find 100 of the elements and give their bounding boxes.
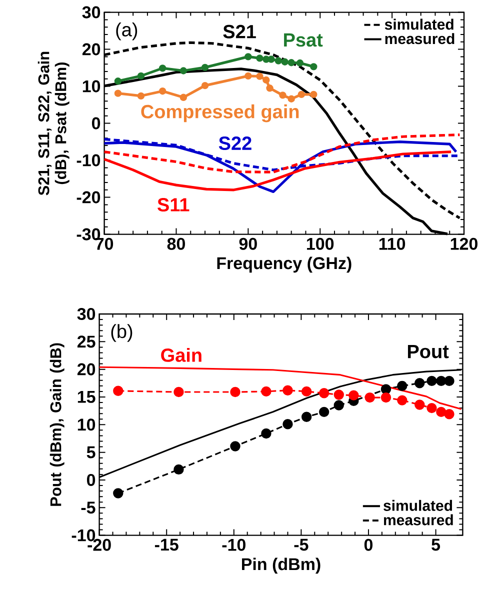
y-tick-label: -5	[81, 502, 96, 514]
x-tick-label: 80	[167, 238, 185, 250]
point	[279, 92, 286, 99]
point	[397, 395, 408, 406]
point	[262, 56, 270, 63]
point	[288, 95, 295, 102]
x-tick-label: 5	[432, 538, 440, 551]
point	[444, 376, 454, 386]
point	[266, 84, 274, 92]
point	[174, 464, 184, 475]
legend-label: measured	[385, 33, 454, 44]
point	[397, 380, 408, 392]
y-tick-label: 30	[82, 6, 100, 18]
point	[244, 53, 252, 60]
x-tick-label: 110	[379, 238, 406, 250]
y-tick-label: -20	[76, 191, 100, 204]
point	[158, 88, 166, 95]
point	[426, 376, 437, 386]
y-tick-label: 20	[77, 363, 96, 376]
point	[296, 59, 304, 67]
annotation: S22	[218, 136, 252, 150]
point	[444, 409, 454, 420]
point	[201, 82, 209, 90]
point	[318, 388, 330, 398]
y-tick-label: 0	[86, 474, 96, 486]
point	[364, 392, 375, 403]
point	[334, 390, 344, 400]
line-series	[103, 150, 452, 192]
y-tick-label: 5	[86, 446, 96, 458]
point	[301, 412, 312, 422]
point	[261, 428, 272, 439]
point	[436, 406, 446, 418]
point	[180, 67, 188, 74]
annotation: Compressed gain	[141, 104, 299, 122]
annotation: S11	[158, 198, 190, 212]
point	[334, 400, 344, 410]
annotation: Gain	[161, 348, 202, 362]
point	[114, 78, 122, 85]
point	[113, 386, 124, 396]
point	[301, 386, 312, 397]
point	[137, 92, 145, 100]
point	[256, 54, 264, 62]
point	[414, 378, 425, 388]
point	[310, 63, 318, 70]
point	[380, 384, 392, 394]
point	[282, 385, 293, 396]
point	[268, 56, 275, 63]
point	[256, 72, 264, 80]
point	[281, 58, 288, 66]
line-series	[98, 366, 462, 410]
y-tick-label: 30	[77, 308, 96, 320]
x-axis-title: Pin (dBm)	[242, 558, 320, 574]
point	[298, 90, 306, 98]
y-axis-title: S21, S11, S22, Gain (dB), Psat (dBm)	[38, 52, 70, 196]
x-tick-label: 90	[239, 238, 257, 250]
point	[414, 400, 425, 410]
point	[174, 386, 184, 398]
point	[113, 488, 124, 498]
y-tick-label: 25	[77, 336, 96, 348]
point	[274, 57, 282, 64]
point	[261, 386, 272, 397]
y-tick-label: -10	[76, 154, 100, 166]
point	[230, 441, 240, 452]
point	[137, 72, 145, 80]
point	[230, 386, 240, 398]
point	[262, 76, 270, 84]
x-tick-label: 100	[307, 238, 334, 250]
point	[244, 72, 252, 80]
point	[426, 402, 437, 414]
legend-label: simulated	[384, 18, 454, 30]
annotation: Pout	[408, 345, 449, 358]
y-tick-label: 10	[78, 418, 96, 431]
x-tick-label: 0	[364, 538, 373, 551]
legend-label: measured	[384, 514, 453, 526]
y-tick-label: 0	[92, 117, 100, 130]
x-tick-label: -15	[154, 538, 178, 551]
legend-label: simulated	[384, 500, 452, 511]
y-tick-label: 20	[82, 43, 100, 56]
x-tick-label: 120	[450, 238, 478, 250]
point	[201, 64, 209, 72]
point	[114, 90, 122, 97]
annotation: (b)	[111, 324, 132, 342]
point	[288, 59, 295, 66]
y-tick-label: 10	[82, 80, 100, 92]
point	[318, 406, 330, 418]
annotation: (a)	[116, 22, 138, 40]
point	[348, 390, 359, 400]
point	[380, 392, 392, 403]
point	[158, 64, 166, 72]
x-axis-title: Frequency (GHz)	[217, 256, 352, 273]
annotation: Psat	[284, 33, 323, 47]
annotation: S21	[223, 24, 256, 38]
x-tick-label: -5	[294, 538, 308, 551]
x-tick-label: -10	[222, 538, 246, 551]
point	[282, 419, 293, 430]
y-tick-label: 15	[78, 391, 96, 403]
point	[310, 90, 318, 98]
y-axis-title: Pout (dBm), Gain (dB)	[50, 343, 64, 506]
point	[180, 94, 188, 101]
point	[436, 376, 446, 386]
